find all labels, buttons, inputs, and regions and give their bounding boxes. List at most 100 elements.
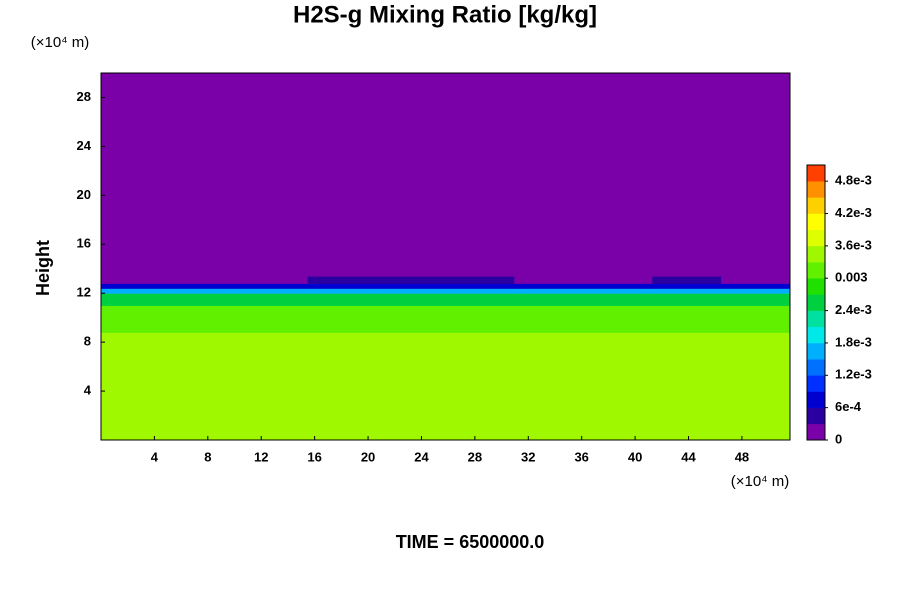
x-tick-label: 28 <box>468 449 482 464</box>
y-tick-label: 20 <box>77 187 91 202</box>
colorbar-band <box>807 181 825 198</box>
contour-cell <box>652 73 722 277</box>
contour-cell <box>445 293 515 306</box>
contour-cell <box>376 332 446 441</box>
contour-cell <box>514 283 584 289</box>
colorbar-label: 2.4e-3 <box>835 302 872 317</box>
contour-cell <box>101 283 171 289</box>
contour-cell <box>445 317 515 333</box>
contour-cell <box>101 288 171 294</box>
contour-cell <box>514 288 584 294</box>
colorbar-band <box>807 375 825 392</box>
contour-cell <box>583 305 653 319</box>
colorbar-label: 3.6e-3 <box>835 237 872 252</box>
contour-cell <box>652 332 722 441</box>
contour-cell <box>652 317 722 333</box>
x-tick-label: 48 <box>735 449 749 464</box>
colorbar-label: 0 <box>835 431 842 446</box>
contour-cell <box>376 288 446 294</box>
contour-cell <box>652 293 722 306</box>
contour-cell <box>445 276 515 284</box>
contour-cell <box>514 332 584 441</box>
contour-cell <box>652 288 722 294</box>
contour-cell <box>101 73 171 277</box>
contour-cell <box>583 317 653 333</box>
x-unit: (×10⁴ m) <box>731 473 790 490</box>
contour-cell <box>376 73 446 277</box>
contour-cell <box>101 305 171 319</box>
x-tick-label: 32 <box>521 449 535 464</box>
contour-cell <box>652 305 722 319</box>
contour-cell <box>238 332 309 441</box>
colorbar-label: 4.8e-3 <box>835 173 872 188</box>
x-tick-label: 40 <box>628 449 642 464</box>
x-tick-label: 12 <box>254 449 268 464</box>
y-axis-title: Height <box>33 240 53 296</box>
contour-cell <box>169 305 240 319</box>
footer: TIME = 6500000.0 <box>396 532 545 552</box>
colorbar-band <box>807 342 825 360</box>
x-tick-label: 36 <box>574 449 588 464</box>
y-unit: (×10⁴ m) <box>31 34 90 51</box>
contour-cell <box>514 73 584 277</box>
colorbar-band <box>807 245 825 263</box>
contour-cell <box>514 317 584 333</box>
contour-cell <box>307 288 378 294</box>
contour-cell <box>445 288 515 294</box>
contour-cell <box>721 305 791 319</box>
contour-cell <box>445 73 515 277</box>
contour-cell <box>238 276 309 284</box>
colorbar-band <box>807 262 825 279</box>
colorbar-band <box>807 391 825 408</box>
colorbar-band <box>807 310 825 328</box>
contour-cell <box>169 332 240 441</box>
contour-cell <box>101 276 171 284</box>
y-tick-label: 12 <box>77 285 91 300</box>
y-tick-label: 28 <box>77 89 91 104</box>
x-tick-label: 44 <box>681 449 696 464</box>
contour-cell <box>169 293 240 306</box>
contour-cell <box>238 73 309 277</box>
contour-cell <box>514 293 584 306</box>
contour-cell <box>376 317 446 333</box>
contour-cell <box>376 305 446 319</box>
contour-cell <box>652 283 722 289</box>
colorbar-band <box>807 278 825 295</box>
x-tick-label: 8 <box>204 449 211 464</box>
contour-cell <box>307 317 378 333</box>
contour-cell <box>169 276 240 284</box>
contour-cell <box>238 305 309 319</box>
colorbar-band <box>807 294 825 311</box>
contour-cell <box>307 293 378 306</box>
contour-cell <box>101 332 171 441</box>
colorbar-label: 4.2e-3 <box>835 205 872 220</box>
colorbar-label: 0.003 <box>835 270 868 285</box>
contour-cell <box>169 288 240 294</box>
colorbar-label: 1.2e-3 <box>835 367 872 382</box>
colorbar-band <box>807 197 825 214</box>
contour-cell <box>307 332 378 441</box>
colorbar-frame <box>806 164 826 441</box>
contour-cell <box>169 283 240 289</box>
colorbar-band <box>807 407 825 425</box>
colorbar-band <box>807 326 825 344</box>
colorbar-band <box>807 423 825 441</box>
contour-cell <box>721 293 791 306</box>
colorbar-band <box>807 229 825 247</box>
contour-cell <box>583 283 653 289</box>
contour-cell <box>652 276 722 284</box>
contour-cell <box>307 305 378 319</box>
contour-cell <box>583 293 653 306</box>
contour-cell <box>445 283 515 289</box>
contour-cell <box>721 276 791 284</box>
contour-cell <box>307 73 378 277</box>
contour-cell <box>307 276 378 284</box>
colorbar-band <box>807 359 825 376</box>
contour-cell <box>169 73 240 277</box>
contour-cell <box>445 305 515 319</box>
contour-cell <box>376 276 446 284</box>
contour-cell <box>721 317 791 333</box>
x-tick-label: 20 <box>361 449 375 464</box>
chart-title: H2S-g Mixing Ratio [kg/kg] <box>293 1 597 28</box>
